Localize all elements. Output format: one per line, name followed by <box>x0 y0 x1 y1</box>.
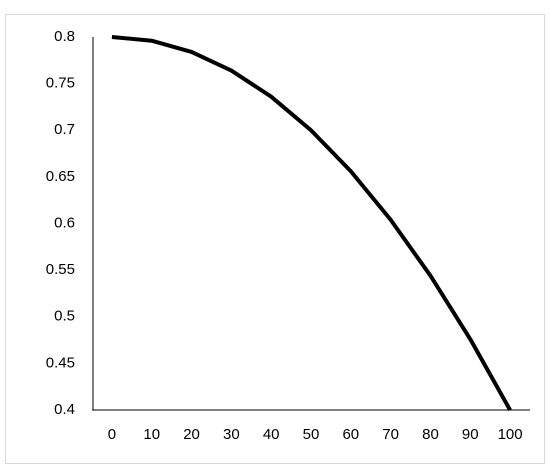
y-tick-label: 0.75 <box>46 75 75 92</box>
y-tick-label: 0.45 <box>46 354 75 371</box>
x-tick-label: 10 <box>143 426 160 443</box>
line-series <box>111 35 512 411</box>
y-tick-label: 0.5 <box>54 308 75 325</box>
x-tick-label: 20 <box>183 426 200 443</box>
x-tick-label: 50 <box>303 426 320 443</box>
y-tick-label: 0.55 <box>46 261 75 278</box>
y-tick-label: 0.7 <box>54 121 75 138</box>
y-tick-label: 0.6 <box>54 214 75 231</box>
chart-border <box>5 14 545 464</box>
x-tick-label: 30 <box>223 426 240 443</box>
x-tick-label: 90 <box>462 426 479 443</box>
y-tick-label: 0.8 <box>54 28 75 45</box>
x-tick-label: 80 <box>422 426 439 443</box>
x-tick-label: 70 <box>382 426 399 443</box>
y-tick-label: 0.65 <box>46 168 75 185</box>
x-tick-label: 0 <box>108 426 116 443</box>
x-tick-label: 60 <box>342 426 359 443</box>
y-tick-label: 0.4 <box>54 401 75 418</box>
x-tick-label: 40 <box>263 426 280 443</box>
x-tick-label: 100 <box>498 426 523 443</box>
